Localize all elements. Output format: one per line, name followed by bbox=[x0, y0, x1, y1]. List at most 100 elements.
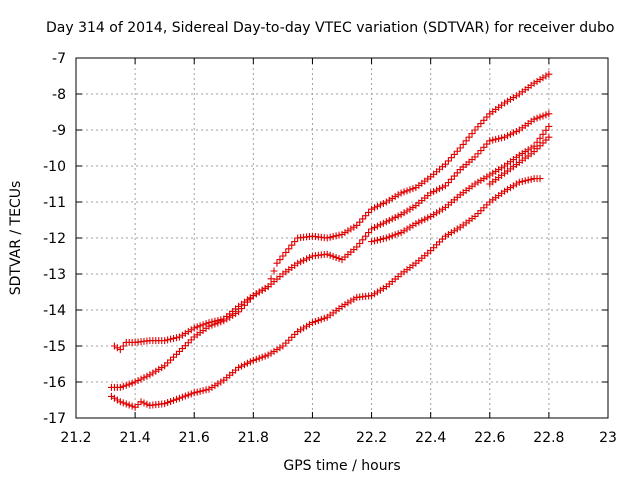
data-point bbox=[196, 322, 204, 330]
data-point bbox=[400, 188, 408, 196]
x-tick-label: 22.2 bbox=[356, 430, 387, 446]
data-point bbox=[506, 130, 514, 138]
data-point bbox=[436, 185, 444, 193]
data-point bbox=[303, 255, 311, 263]
data-point bbox=[294, 259, 302, 267]
data-point bbox=[430, 188, 438, 196]
data-point bbox=[498, 134, 506, 142]
data-point bbox=[545, 110, 553, 118]
series-4 bbox=[368, 122, 553, 246]
data-point bbox=[376, 235, 384, 243]
data-point bbox=[122, 381, 130, 389]
data-point bbox=[533, 138, 541, 146]
data-point bbox=[486, 137, 494, 145]
data-point bbox=[462, 137, 470, 145]
data-point bbox=[217, 318, 225, 326]
data-point bbox=[424, 214, 432, 222]
data-point bbox=[483, 113, 491, 121]
data-point bbox=[362, 232, 370, 240]
data-point bbox=[453, 147, 461, 155]
data-point bbox=[382, 218, 390, 226]
data-point bbox=[143, 400, 151, 408]
data-point bbox=[243, 359, 251, 367]
data-point bbox=[320, 314, 328, 322]
y-axis-label: SDTVAR / TECUs bbox=[8, 181, 24, 296]
data-point bbox=[368, 225, 376, 233]
x-tick-label: 22.6 bbox=[474, 430, 505, 446]
y-tick-label: -11 bbox=[43, 195, 66, 211]
data-point bbox=[533, 114, 541, 122]
data-point bbox=[297, 258, 305, 266]
data-point bbox=[474, 150, 482, 158]
x-tick-labels: 21.2 21.4 21.6 21.8 22 22.2 22.4 22.6 22.8 23 bbox=[60, 430, 617, 446]
x-tick-label: 21.8 bbox=[238, 430, 269, 446]
data-point bbox=[480, 116, 488, 124]
data-point bbox=[116, 383, 124, 391]
data-point bbox=[353, 243, 361, 251]
data-point bbox=[329, 252, 337, 260]
data-point bbox=[521, 177, 529, 185]
data-point bbox=[131, 378, 139, 386]
data-point bbox=[196, 387, 204, 395]
data-point bbox=[246, 295, 254, 303]
data-point bbox=[308, 319, 316, 327]
data-point bbox=[300, 256, 308, 264]
y-tick-label: -17 bbox=[43, 411, 66, 427]
data-point bbox=[140, 374, 148, 382]
data-point bbox=[238, 305, 246, 313]
data-point bbox=[178, 393, 186, 401]
data-point bbox=[453, 169, 461, 177]
data-point bbox=[317, 315, 325, 323]
data-point bbox=[119, 399, 127, 407]
data-point bbox=[480, 143, 488, 151]
data-point bbox=[270, 267, 278, 275]
data-point bbox=[406, 186, 414, 194]
data-point bbox=[379, 199, 387, 207]
data-point bbox=[373, 202, 381, 210]
data-point bbox=[161, 400, 169, 408]
data-point bbox=[376, 201, 384, 209]
data-point bbox=[187, 390, 195, 398]
x-tick-label: 21.6 bbox=[179, 430, 210, 446]
x-tick-label: 22.4 bbox=[415, 430, 446, 446]
data-point bbox=[167, 335, 175, 343]
y-tick-label: -10 bbox=[43, 159, 66, 175]
data-point bbox=[291, 238, 299, 246]
data-point bbox=[264, 283, 272, 291]
data-point bbox=[282, 248, 290, 256]
data-point bbox=[273, 259, 281, 267]
data-point bbox=[243, 298, 251, 306]
data-point bbox=[326, 251, 334, 259]
data-point bbox=[536, 134, 544, 142]
data-point bbox=[394, 212, 402, 220]
x-axis-label: GPS time / hours bbox=[283, 458, 400, 474]
data-point bbox=[279, 252, 287, 260]
data-point bbox=[175, 394, 183, 402]
y-tick-labels: -7 -8 -9 -10 -11 -12 -13 -14 -15 -16 -17 bbox=[43, 51, 66, 427]
data-point bbox=[527, 175, 535, 183]
data-point bbox=[418, 217, 426, 225]
y-tick-label: -16 bbox=[43, 375, 66, 391]
data-point bbox=[388, 232, 396, 240]
data-point bbox=[261, 352, 269, 360]
data-point bbox=[335, 255, 343, 263]
data-point bbox=[459, 140, 467, 148]
data-point bbox=[125, 401, 133, 409]
data-point bbox=[365, 229, 373, 237]
data-point bbox=[379, 235, 387, 243]
data-point bbox=[335, 231, 343, 239]
data-point bbox=[235, 364, 243, 372]
x-tick-label: 22 bbox=[304, 430, 322, 446]
data-point bbox=[323, 250, 331, 258]
data-point bbox=[421, 215, 429, 223]
y-tick-label: -12 bbox=[43, 231, 66, 247]
data-point bbox=[468, 130, 476, 138]
data-point bbox=[332, 232, 340, 240]
x-tick-label: 21.4 bbox=[120, 430, 151, 446]
data-point bbox=[116, 398, 124, 406]
data-point bbox=[208, 321, 216, 329]
data-point bbox=[391, 213, 399, 221]
data-point bbox=[373, 236, 381, 244]
data-point bbox=[397, 189, 405, 197]
